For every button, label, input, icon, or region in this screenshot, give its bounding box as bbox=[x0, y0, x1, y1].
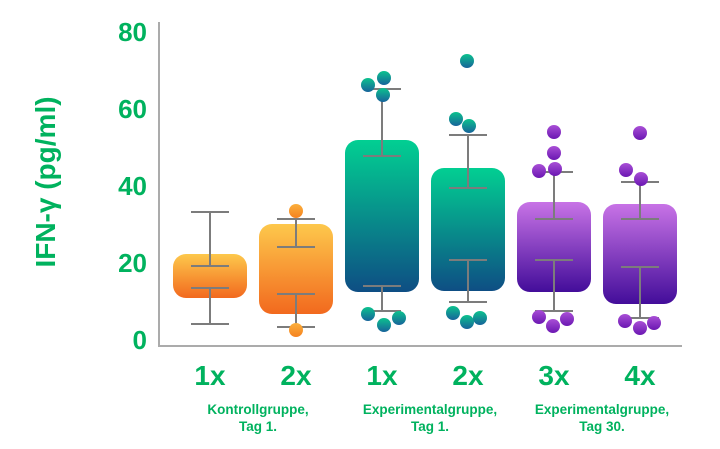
whisker-line bbox=[639, 265, 641, 317]
caption-line-1: Experimentalgruppe, bbox=[362, 402, 498, 417]
outlier-dot bbox=[460, 314, 474, 329]
y-tick-label: 40 bbox=[118, 170, 147, 201]
outlier-dot bbox=[361, 78, 375, 93]
outlier-dot bbox=[460, 53, 474, 68]
y-tick-label: 0 bbox=[132, 325, 147, 355]
group-caption: Kontrollgruppe, Tag 1. bbox=[148, 401, 368, 435]
outlier-dot bbox=[619, 162, 633, 177]
y-tick-label: 20 bbox=[118, 247, 147, 278]
x-tick-label: 3x bbox=[538, 360, 570, 391]
x-axis-line bbox=[158, 345, 682, 347]
x-tick-label: 2x bbox=[452, 360, 484, 391]
outlier-dot bbox=[532, 164, 546, 179]
whisker-cap bbox=[277, 245, 315, 248]
box-bar bbox=[345, 139, 419, 292]
whisker-line bbox=[553, 259, 555, 310]
whisker-cap bbox=[449, 301, 487, 304]
whisker-cap bbox=[449, 186, 487, 189]
caption-line-1: Kontrollgruppe, bbox=[207, 402, 309, 417]
group-caption: Experimentalgruppe, Tag 30. bbox=[492, 401, 712, 435]
caption-line-2: Tag 1. bbox=[238, 419, 277, 434]
whisker-cap bbox=[535, 218, 573, 221]
outlier-dot bbox=[361, 307, 375, 322]
whisker-cap bbox=[191, 264, 229, 267]
whisker-cap bbox=[363, 284, 401, 287]
outlier-dot bbox=[547, 145, 561, 160]
whisker-line bbox=[467, 259, 469, 302]
outlier-dot bbox=[376, 87, 390, 102]
outlier-dot bbox=[547, 124, 561, 139]
outlier-dot bbox=[548, 162, 562, 177]
whisker-cap bbox=[363, 309, 401, 312]
outlier-dot bbox=[618, 314, 632, 329]
outlier-dot bbox=[289, 322, 303, 337]
y-axis-line bbox=[158, 22, 160, 347]
x-tick-label: 1x bbox=[194, 360, 226, 391]
whisker-cap bbox=[535, 309, 573, 312]
outlier-dot bbox=[634, 171, 648, 186]
whisker-cap bbox=[277, 217, 315, 220]
whisker-cap bbox=[449, 259, 487, 262]
whisker-line bbox=[209, 287, 211, 323]
whisker-cap bbox=[621, 316, 659, 319]
outlier-dot bbox=[473, 310, 487, 325]
outlier-dot bbox=[289, 203, 303, 218]
outlier-dot bbox=[633, 321, 647, 336]
outlier-dot bbox=[377, 317, 391, 332]
whisker-line bbox=[553, 171, 555, 219]
caption-line-2: Tag 30. bbox=[579, 419, 625, 434]
outlier-dot bbox=[560, 312, 574, 327]
outlier-dot bbox=[462, 119, 476, 134]
caption-line-2: Tag 1. bbox=[410, 419, 449, 434]
whisker-line bbox=[295, 293, 297, 327]
outlier-dot bbox=[446, 306, 460, 321]
whisker-line bbox=[639, 181, 641, 218]
whisker-cap bbox=[191, 322, 229, 325]
outlier-dot bbox=[546, 319, 560, 334]
whisker-cap bbox=[191, 210, 229, 213]
whisker-cap bbox=[535, 259, 573, 262]
y-tick-label: 60 bbox=[118, 93, 147, 124]
caption-line-1: Experimentalgruppe, bbox=[534, 402, 670, 417]
whisker-cap bbox=[363, 154, 401, 157]
whisker-cap bbox=[621, 265, 659, 268]
whisker-line bbox=[295, 217, 297, 246]
whisker-line bbox=[381, 88, 383, 155]
outlier-dot bbox=[633, 125, 647, 140]
y-axis-title: IFN-γ (pg/ml) bbox=[30, 96, 61, 268]
group-caption: Experimentalgruppe, Tag 1. bbox=[320, 401, 540, 435]
x-tick-label: 4x bbox=[624, 360, 656, 391]
outlier-dot bbox=[392, 311, 406, 326]
x-tick-label: 1x bbox=[366, 360, 398, 391]
whisker-line bbox=[467, 134, 469, 187]
whisker-cap bbox=[277, 293, 315, 296]
whisker-cap bbox=[621, 217, 659, 220]
outlier-dot bbox=[449, 112, 463, 127]
outlier-dot bbox=[532, 310, 546, 325]
whisker-line bbox=[209, 210, 211, 265]
outlier-dot bbox=[647, 315, 661, 330]
outlier-dot bbox=[377, 70, 391, 85]
y-tick-label: 80 bbox=[118, 16, 147, 47]
x-tick-label: 2x bbox=[280, 360, 312, 391]
whisker-line bbox=[381, 284, 383, 310]
whisker-cap bbox=[449, 134, 487, 137]
whisker-cap bbox=[191, 287, 229, 290]
